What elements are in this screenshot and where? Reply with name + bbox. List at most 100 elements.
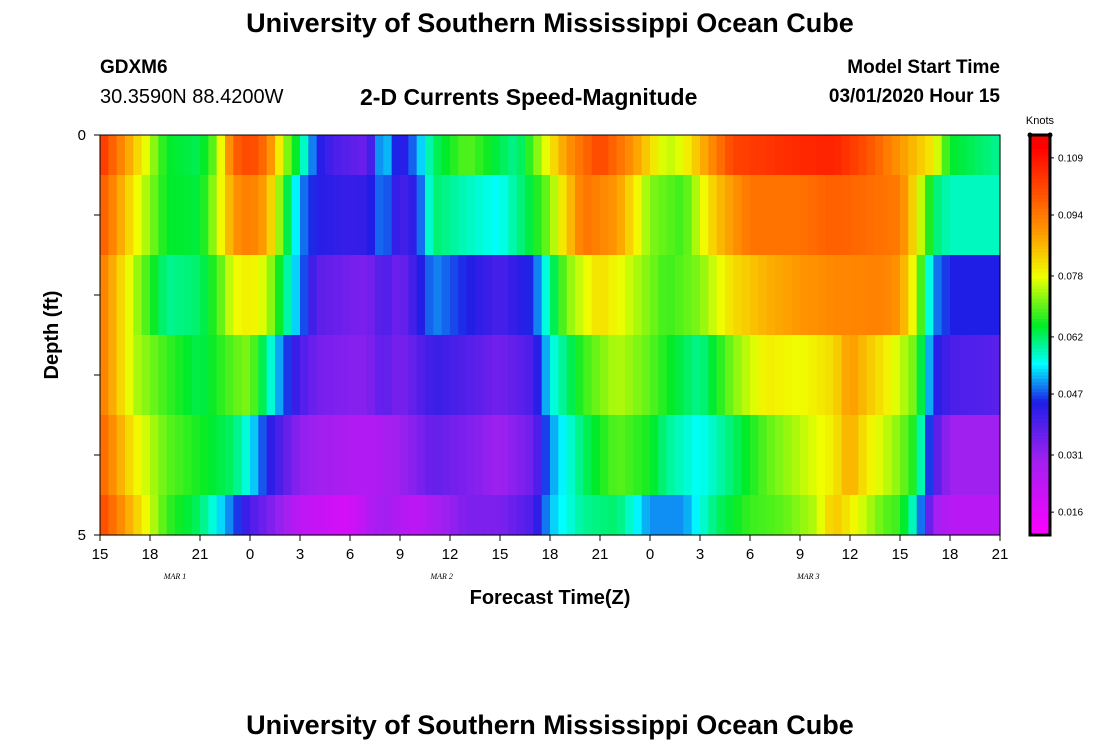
heatmap-cell (900, 335, 909, 416)
heatmap-cell (350, 335, 359, 416)
heatmap-cell (216, 415, 226, 496)
heatmap-cell (433, 495, 443, 536)
heatmap-cell (491, 335, 501, 416)
heatmap-cell (825, 175, 834, 256)
heatmap-cell (800, 175, 809, 256)
colorbar-segment (1030, 228, 1050, 233)
heatmap-cell (425, 415, 434, 496)
heatmap-cell (808, 415, 818, 496)
colorbar-segment (1030, 391, 1050, 396)
x-tick-label: 21 (992, 546, 1009, 563)
heatmap-cell (750, 335, 759, 416)
heatmap-cell (775, 415, 784, 496)
heatmap-cell (800, 135, 809, 176)
colorbar-segment (1030, 245, 1050, 249)
heatmap-cell (500, 415, 509, 496)
heatmap-cell (725, 175, 734, 256)
heatmap-cell (658, 175, 668, 256)
heatmap-cell (691, 495, 701, 536)
colorbar-segment (1030, 195, 1050, 199)
heatmap-cell (475, 255, 484, 336)
heatmap-cell (441, 495, 451, 536)
heatmap-cell (141, 255, 151, 336)
heatmap-cell (358, 135, 368, 176)
heatmap-cell (841, 335, 851, 416)
heatmap-cell (816, 335, 826, 416)
heatmap-cell (933, 255, 943, 336)
heatmap-cell (875, 335, 884, 416)
heatmap-cell (383, 495, 393, 536)
heatmap-cell (591, 135, 601, 176)
heatmap-cell (150, 335, 159, 416)
heatmap-cell (141, 335, 151, 416)
heatmap-cell (841, 495, 851, 536)
colorbar-segment (1030, 525, 1050, 529)
heatmap-cell (783, 135, 793, 176)
heatmap-cell (866, 495, 876, 536)
currents-heatmap-chart: 15 18 21 0 3 6 9 12 15 18 21 0 3 6 9 12 15 18 21 MAR 1 MAR 2… (41, 115, 1083, 609)
heatmap-cell (991, 495, 1001, 536)
colorbar-segment (1030, 138, 1050, 143)
heatmap-cell (866, 175, 876, 256)
colorbar-segment (1030, 488, 1050, 493)
colorbar-segment (1030, 278, 1050, 283)
heatmap-cell (983, 255, 993, 336)
heatmap-cell (483, 135, 493, 176)
heatmap-cell (258, 335, 268, 416)
heatmap-cell (975, 255, 984, 336)
heatmap-cell (416, 495, 426, 536)
colorbar-segment (1030, 451, 1050, 456)
heatmap-cell (283, 495, 293, 536)
colorbar-segment (1030, 215, 1050, 219)
heatmap-cell (633, 175, 643, 256)
heatmap-cell (533, 255, 543, 336)
heatmap-cell (241, 415, 251, 496)
heatmap-cell (875, 415, 884, 496)
colorbar-segment (1030, 438, 1050, 443)
heatmap-cell (225, 135, 234, 176)
heatmap-cell (841, 135, 851, 176)
colorbar-segment (1030, 295, 1050, 299)
heatmap-cell (725, 255, 734, 336)
heatmap-cell (516, 495, 526, 536)
x-tick-label: 21 (592, 546, 609, 563)
colorbar-segment (1030, 401, 1050, 406)
heatmap-cell (433, 255, 443, 336)
heatmap-cell (150, 495, 159, 536)
heatmap-cell (625, 255, 634, 336)
heatmap-cell (908, 175, 918, 256)
heatmap-cell (725, 415, 734, 496)
heatmap-cell (858, 175, 868, 256)
model-start-value: 03/01/2020 Hour 15 (828, 86, 1000, 107)
heatmap-cell (716, 255, 726, 336)
colorbar-segment (1030, 475, 1050, 479)
x-axis-label: Forecast Time(Z) (470, 587, 631, 609)
heatmap-cell (625, 135, 634, 176)
colorbar-segment (1030, 365, 1050, 369)
heatmap-cell (975, 495, 984, 536)
heatmap-cell (391, 415, 401, 496)
heatmap-cell (383, 415, 393, 496)
colorbar-segment (1030, 155, 1050, 159)
heatmap-cell (425, 255, 434, 336)
colorbar-segment (1030, 298, 1050, 303)
heatmap-cell (950, 495, 959, 536)
heatmap-cell (633, 255, 643, 336)
colorbar-tick-label: 0.109 (1058, 153, 1083, 164)
colorbar-segment (1030, 201, 1050, 206)
heatmap-cell (100, 175, 109, 256)
heatmap-cell (116, 415, 126, 496)
heatmap-cell (666, 175, 676, 256)
colorbar-segment (1030, 268, 1050, 273)
heatmap-cell (600, 335, 609, 416)
heatmap-cell (283, 415, 293, 496)
heatmap-cell (258, 415, 268, 496)
heatmap-cell (608, 255, 618, 336)
heatmap-cell (891, 335, 901, 416)
heatmap-cell (300, 335, 309, 416)
heatmap-cell (833, 335, 843, 416)
heatmap-cell (891, 495, 901, 536)
heatmap-cell (716, 495, 726, 536)
heatmap-cell (241, 255, 251, 336)
heatmap-cell (941, 255, 951, 336)
